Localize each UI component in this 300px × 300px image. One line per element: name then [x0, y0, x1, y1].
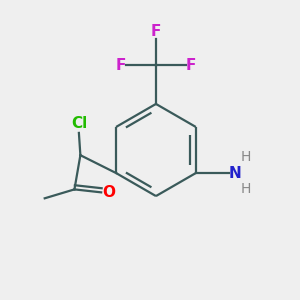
Text: Cl: Cl [71, 116, 87, 131]
Text: H: H [241, 182, 251, 196]
Text: N: N [229, 166, 241, 181]
Text: F: F [151, 23, 161, 38]
Text: F: F [116, 58, 126, 73]
Text: F: F [186, 58, 196, 73]
Text: O: O [103, 185, 116, 200]
Text: H: H [241, 150, 251, 164]
